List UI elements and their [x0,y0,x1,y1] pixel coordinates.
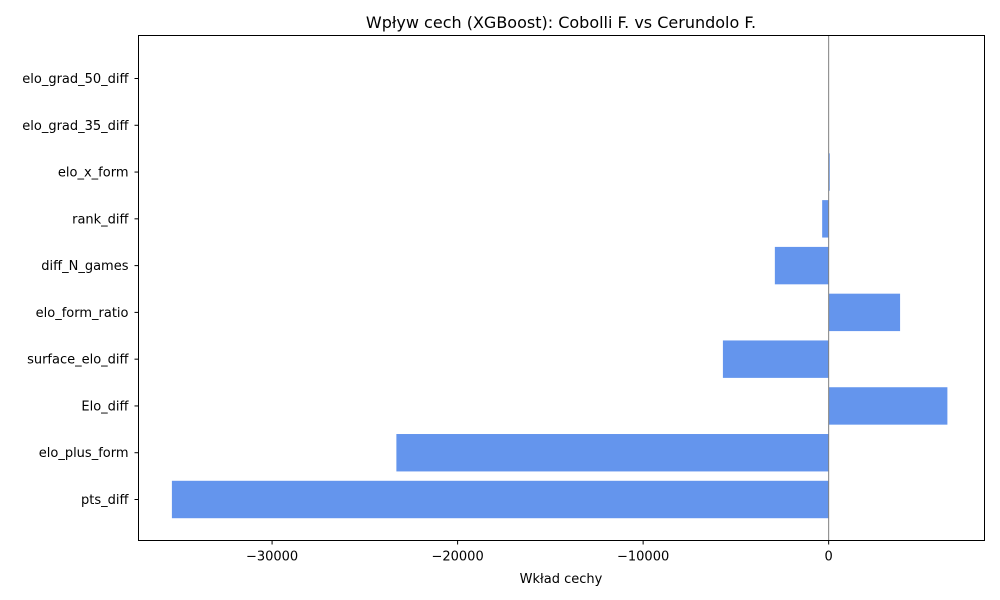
y-tick-label: rank_diff [72,212,129,227]
bar-surface_elo_diff [722,340,829,378]
y-tick-label: elo_plus_form [39,446,129,461]
bar-elo_form_ratio [828,293,901,332]
bar-elo_plus_form [396,434,829,472]
y-axis: elo_grad_50_diff elo_grad_35_diff elo_x_fo… [22,72,139,508]
y-tick-label: surface_elo_diff [27,353,129,368]
bar-diff_N_games [774,246,829,285]
bar-Elo_diff [828,387,948,425]
x-axis: −30000 −20000 −10000 0 [246,540,833,565]
bar-rank_diff [822,200,829,238]
y-tick-label: elo_x_form [58,166,129,181]
x-tick-label: 0 [825,550,833,565]
plot-frame [138,35,985,541]
y-tick-label: elo_grad_50_diff [22,72,129,87]
x-tick-label: −10000 [617,550,669,565]
y-tick-label: pts_diff [81,493,129,508]
x-tick-label: −30000 [246,550,298,565]
x-axis-label: Wkład cechy [520,572,603,587]
bar-elo_x_form [828,153,830,191]
bar-pts_diff [171,480,829,519]
bars-layer [171,153,948,519]
chart-title: Wpływ cech (XGBoost): Cobolli F. vs Ceru… [366,13,756,32]
y-tick-label: Elo_diff [81,399,129,414]
x-tick-label: −20000 [431,550,483,565]
y-tick-label: diff_N_games [41,259,128,274]
y-tick-label: elo_grad_35_diff [22,119,129,134]
y-tick-label: elo_form_ratio [36,306,129,321]
